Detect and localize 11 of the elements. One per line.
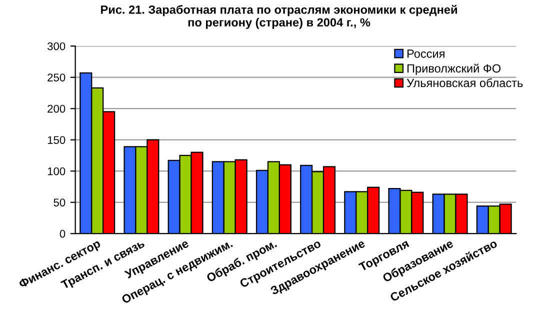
legend-label: Ульяновская область: [406, 78, 523, 88]
y-tick-label: 100: [48, 167, 66, 176]
y-tick-label: 0: [60, 230, 66, 238]
y-tick-label: 300: [47, 42, 66, 50]
y-tick-label: 250: [48, 74, 66, 82]
y-tick-label: 200: [48, 104, 66, 113]
chart-title: Рис. 21. Заработная плата по отраслям экономики к средней по региону (стране) в 2004 г., %: [101, 4, 457, 29]
y-tick-label: 50: [54, 198, 66, 206]
legend-label: Приволжский ФО: [407, 64, 501, 75]
legend-label: Россия: [407, 50, 444, 58]
y-tick-label: 150: [48, 136, 66, 144]
